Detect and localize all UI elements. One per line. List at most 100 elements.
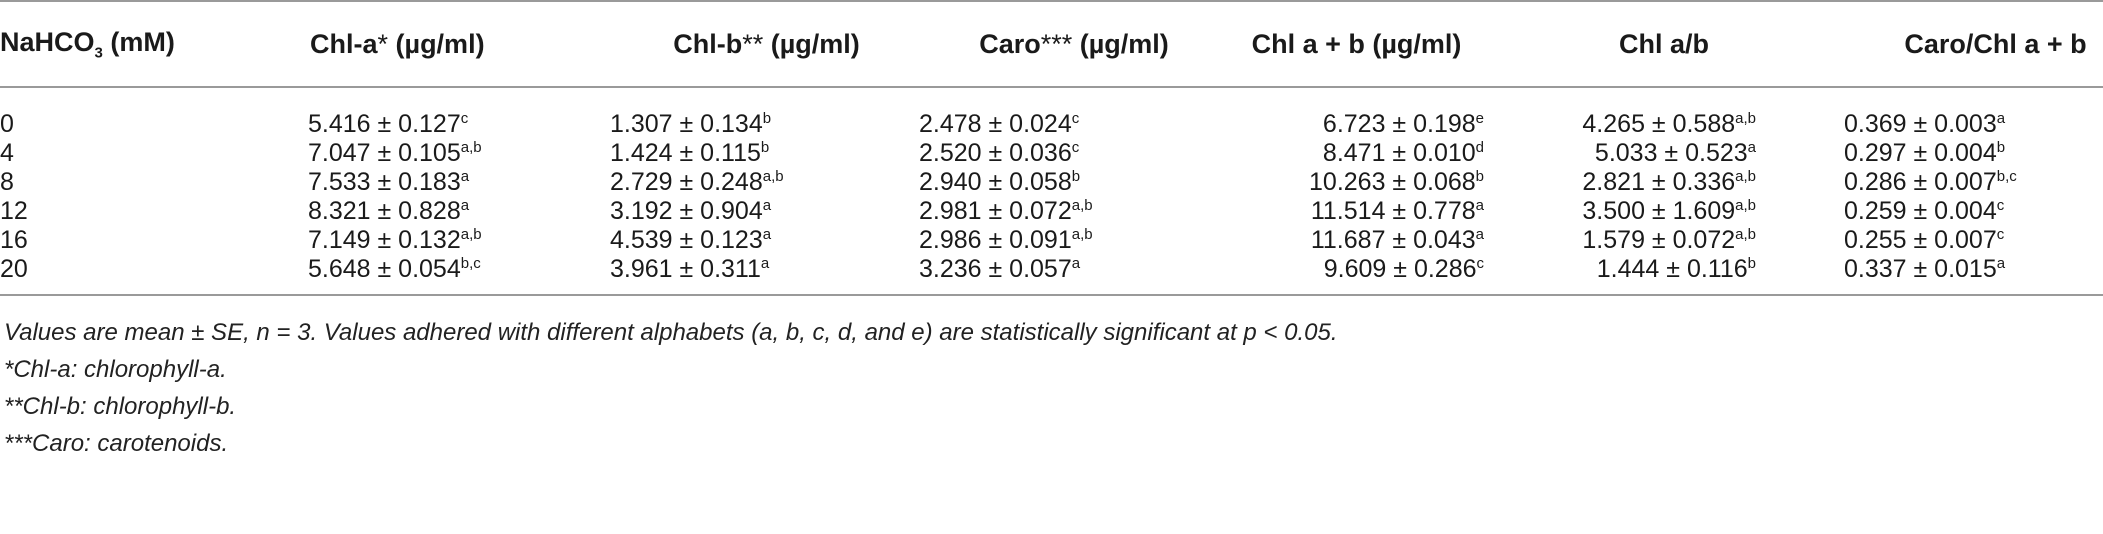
- header-chl-b: Chl-b** (µg/ml): [610, 0, 919, 88]
- cell-value: 0.337 ± 0.015a: [1844, 255, 2103, 295]
- cell-mean-se: 3.192 ± 0.904: [610, 197, 763, 225]
- cell-significance-letter: a,b: [1071, 197, 1093, 214]
- cell-mean-se: 5.648 ± 0.054: [308, 255, 461, 283]
- cell-mean-se: 8.471 ± 0.010: [1322, 139, 1476, 167]
- cell-value: 2.520 ± 0.036c: [919, 139, 1229, 168]
- cell-value: 5.648 ± 0.054b,c: [270, 255, 610, 295]
- cell-significance-letter: c: [1996, 197, 2005, 214]
- footnote-chl-b: **Chl-b: chlorophyll-b.: [4, 393, 237, 420]
- cell-concentration: 12: [0, 197, 28, 225]
- cell-value: 3.961 ± 0.311a: [610, 255, 919, 295]
- cell-mean-se: 2.520 ± 0.036: [919, 139, 1072, 167]
- table-row: 16 7.149 ± 0.132a,b 4.539 ± 0.123a 2.986 ± …: [0, 226, 2103, 255]
- cell-significance-letter: a,b: [1735, 226, 1756, 243]
- cell-value: 5.416 ± 0.127c: [270, 87, 610, 139]
- cell-concentration: 20: [0, 255, 28, 283]
- cell-mean-se: 2.821 ± 0.336: [1582, 168, 1736, 196]
- cell-mean-se: 3.500 ± 1.609: [1582, 197, 1736, 225]
- cell-value: 0.255 ± 0.007c: [1844, 226, 2103, 255]
- cell-significance-letter: e: [1475, 110, 1484, 127]
- cell-mean-se: 6.723 ± 0.198: [1322, 110, 1476, 138]
- cell-mean-se: 2.478 ± 0.024: [919, 110, 1072, 138]
- cell-concentration: 0: [0, 110, 14, 138]
- cell-significance-letter: b: [1996, 139, 2006, 156]
- cell-mean-se: 0.255 ± 0.007: [1844, 226, 1997, 254]
- cell-mean-se: 8.321 ± 0.828: [308, 197, 461, 225]
- cell-value: 2.729 ± 0.248a,b: [610, 168, 919, 197]
- cell-mean-se: 2.981 ± 0.072: [919, 197, 1072, 225]
- cell-significance-letter: c: [1996, 226, 2005, 243]
- cell-mean-se: 0.259 ± 0.004: [1844, 197, 1997, 225]
- cell-significance-letter: a,b: [460, 139, 482, 156]
- cell-significance-letter: a: [460, 168, 470, 185]
- cell-value: 7.533 ± 0.183a: [270, 168, 610, 197]
- cell-significance-letter: a,b: [1735, 168, 1756, 185]
- footnote-stats: Values are mean ± SE, n = 3. Values adhe…: [4, 319, 1338, 346]
- cell-significance-letter: b,c: [1996, 168, 2017, 185]
- cell-significance-letter: b: [760, 139, 770, 156]
- header-caro: Caro*** (µg/ml): [919, 0, 1229, 88]
- cell-mean-se: 5.416 ± 0.127: [308, 110, 461, 138]
- cell-value: 0.297 ± 0.004b: [1844, 139, 2103, 168]
- cell-mean-se: 3.961 ± 0.311: [610, 255, 761, 283]
- cell-mean-se: 7.533 ± 0.183: [308, 168, 461, 196]
- cell-mean-se: 11.687 ± 0.043: [1310, 226, 1476, 254]
- header-nahco3: NaHCO3 (mM): [0, 0, 270, 88]
- cell-mean-se: 2.940 ± 0.058: [919, 168, 1072, 196]
- cell-mean-se: 0.286 ± 0.007: [1844, 168, 1997, 196]
- cell-significance-letter: b: [1475, 168, 1484, 185]
- cell-mean-se: 1.424 ± 0.115: [610, 139, 761, 167]
- cell-mean-se: 11.514 ± 0.778: [1310, 197, 1476, 225]
- cell-mean-se: 9.609 ± 0.286: [1323, 255, 1477, 283]
- cell-mean-se: 2.729 ± 0.248: [610, 168, 763, 196]
- table-row: 12 8.321 ± 0.828a 3.192 ± 0.904a 2.981 ± 0.…: [0, 197, 2103, 226]
- cell-value: 3.500 ± 1.609a,b: [1484, 197, 1844, 226]
- header-row: NaHCO3 (mM) Chl-a* (µg/ml) Chl-b** (µg/m…: [0, 0, 2103, 88]
- table-row: 0 5.416 ± 0.127c 1.307 ± 0.134b 2.478 ± 0.0…: [0, 87, 2103, 139]
- header-chl-a: Chl-a* (µg/ml): [270, 0, 610, 88]
- cell-mean-se: 0.337 ± 0.015: [1844, 255, 1997, 283]
- cell-value: 7.149 ± 0.132a,b: [270, 226, 610, 255]
- cell-significance-letter: b: [1747, 255, 1756, 272]
- data-table: NaHCO3 (mM) Chl-a* (µg/ml) Chl-b** (µg/m…: [0, 0, 2103, 295]
- cell-significance-letter: a: [1747, 139, 1756, 156]
- cell-value: 8.321 ± 0.828a: [270, 197, 610, 226]
- cell-value: 8.471 ± 0.010d: [1229, 139, 1484, 168]
- cell-significance-letter: c: [460, 110, 469, 127]
- cell-significance-letter: a: [1996, 110, 2006, 127]
- cell-significance-letter: a,b: [1071, 226, 1093, 243]
- table-row: 4 7.047 ± 0.105a,b 1.424 ± 0.115b 2.520 ± 0…: [0, 139, 2103, 168]
- cell-concentration: 16: [0, 226, 28, 254]
- cell-value: 0.259 ± 0.004c: [1844, 197, 2103, 226]
- cell-concentration: 4: [0, 139, 14, 167]
- cell-significance-letter: a: [460, 197, 470, 214]
- cell-value: 2.821 ± 0.336a,b: [1484, 168, 1844, 197]
- cell-value: 1.579 ± 0.072a,b: [1484, 226, 1844, 255]
- cell-significance-letter: a,b: [1735, 110, 1756, 127]
- footnote-chl-a: *Chl-a: chlorophyll-a.: [4, 356, 227, 383]
- cell-mean-se: 2.986 ± 0.091: [919, 226, 1072, 254]
- cell-significance-letter: a: [1475, 197, 1484, 214]
- cell-significance-letter: a: [1996, 255, 2006, 272]
- cell-significance-letter: d: [1475, 139, 1484, 156]
- cell-value: 11.687 ± 0.043a: [1229, 226, 1484, 255]
- header-chl-a-b-ratio: Chl a/b: [1484, 0, 1844, 88]
- cell-significance-letter: c: [1071, 110, 1080, 127]
- cell-value: 1.424 ± 0.115b: [610, 139, 919, 168]
- cell-mean-se: 10.263 ± 0.068: [1309, 168, 1476, 196]
- cell-value: 2.940 ± 0.058b: [919, 168, 1229, 197]
- cell-value: 0.369 ± 0.003a: [1844, 87, 2103, 139]
- cell-significance-letter: a: [762, 226, 772, 243]
- cell-value: 5.033 ± 0.523a: [1484, 139, 1844, 168]
- cell-mean-se: 7.047 ± 0.105: [308, 139, 461, 167]
- cell-mean-se: 1.579 ± 0.072: [1582, 226, 1736, 254]
- table-row: 20 5.648 ± 0.054b,c 3.961 ± 0.311a 3.236 ± …: [0, 255, 2103, 295]
- footnote-caro: ***Caro: carotenoids.: [4, 430, 229, 457]
- cell-value: 1.307 ± 0.134b: [610, 87, 919, 139]
- header-caro-chl-ratio: Caro/Chl a + b: [1844, 0, 2103, 88]
- cell-significance-letter: a: [1475, 226, 1484, 243]
- cell-value: 2.981 ± 0.072a,b: [919, 197, 1229, 226]
- table-row: 8 7.533 ± 0.183a 2.729 ± 0.248a,b 2.940 ± 0…: [0, 168, 2103, 197]
- cell-significance-letter: a,b: [460, 226, 482, 243]
